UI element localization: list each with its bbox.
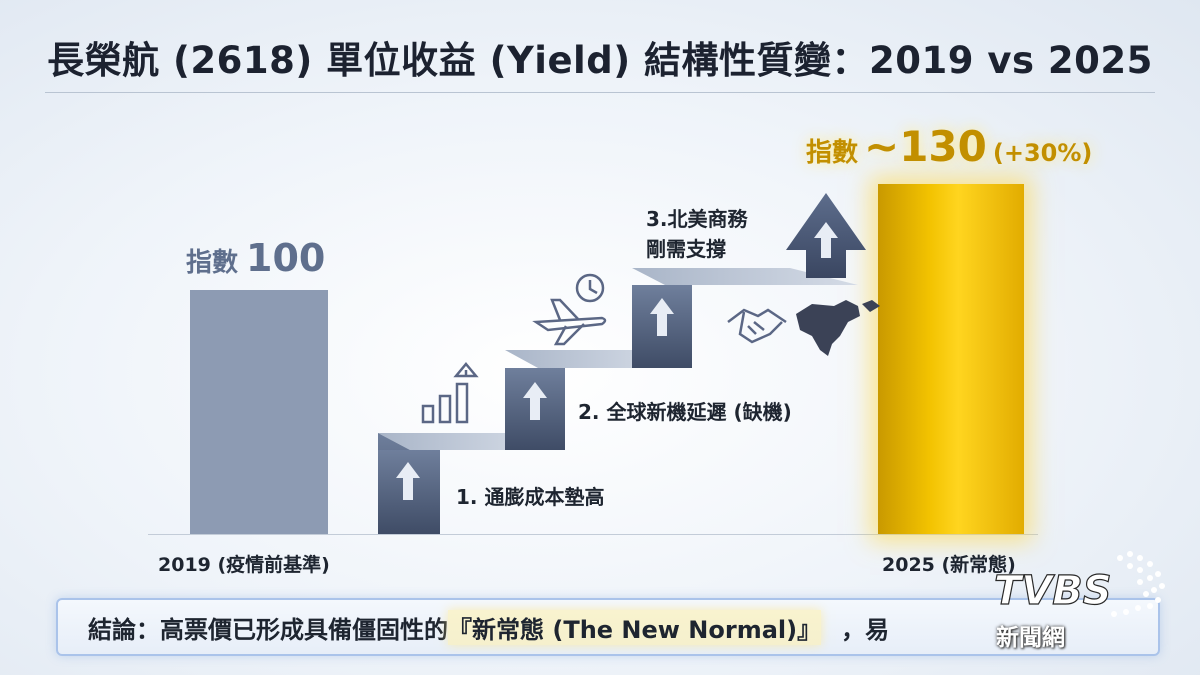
stair-tread-3 [632, 268, 858, 285]
conclusion-text: 結論：高票價已形成具備僵固性的 [88, 615, 448, 644]
tvbs-logo: TVBS [993, 551, 1165, 617]
data-label-2025-suffix: (+30%) [992, 139, 1093, 167]
up-arrow-icon [814, 222, 838, 258]
stair-tread-1 [378, 433, 538, 450]
data-label-2025: 指數 ~130 (+30%) [806, 122, 1092, 171]
north-america-map-icon [796, 300, 880, 356]
conclusion-tail: ，易 [841, 615, 890, 644]
page-title: 長榮航 (2618) 單位收益 (Yield) 結構性質變：2019 vs 20… [47, 39, 1153, 82]
up-arrow-icon [396, 462, 420, 500]
step-label-3: 3.北美商務 剛需支撐 [646, 204, 748, 264]
step-up-arrows [396, 298, 674, 500]
data-label-2025-prefix: 指數 [806, 138, 859, 168]
step-label-3-line-1: 3.北美商務 [646, 207, 748, 231]
stair-tread-2 [505, 350, 665, 368]
data-label-2019: 指數 100 [186, 236, 325, 280]
step-label-1: 1. 通膨成本墊高 [456, 485, 605, 509]
chart-baseline [148, 534, 1038, 535]
bar-growth-icon [421, 362, 479, 424]
handshake-icon [727, 308, 787, 344]
up-arrow-icon [650, 298, 674, 336]
up-arrow-icon [523, 382, 547, 420]
data-label-2019-value: 100 [246, 236, 326, 280]
tvbs-logo-subtitle: 新聞網 [996, 625, 1065, 651]
category-label-2019: 2019 (疫情前基準) [158, 554, 330, 576]
title-divider [45, 92, 1155, 93]
step-label-3-line-2: 剛需支撐 [646, 237, 726, 261]
conclusion-highlight: 『新常態 (The New Normal)』 [448, 609, 822, 645]
bar-2025 [878, 184, 1024, 534]
step-label-2: 2. 全球新機延遲 (缺機) [578, 400, 792, 424]
airplane-clock-icon [532, 273, 607, 346]
data-label-2019-prefix: 指數 [186, 248, 239, 278]
category-label-2025: 2025 (新常態) [882, 554, 1016, 576]
conclusion-banner: 結論：高票價已形成具備僵固性的 『新常態 (The New Normal)』 ，易 [56, 598, 1160, 656]
tvbs-logo-text: TVBS [994, 568, 1112, 614]
bar-2019 [190, 290, 328, 534]
data-label-2025-value: ~130 [864, 122, 987, 171]
